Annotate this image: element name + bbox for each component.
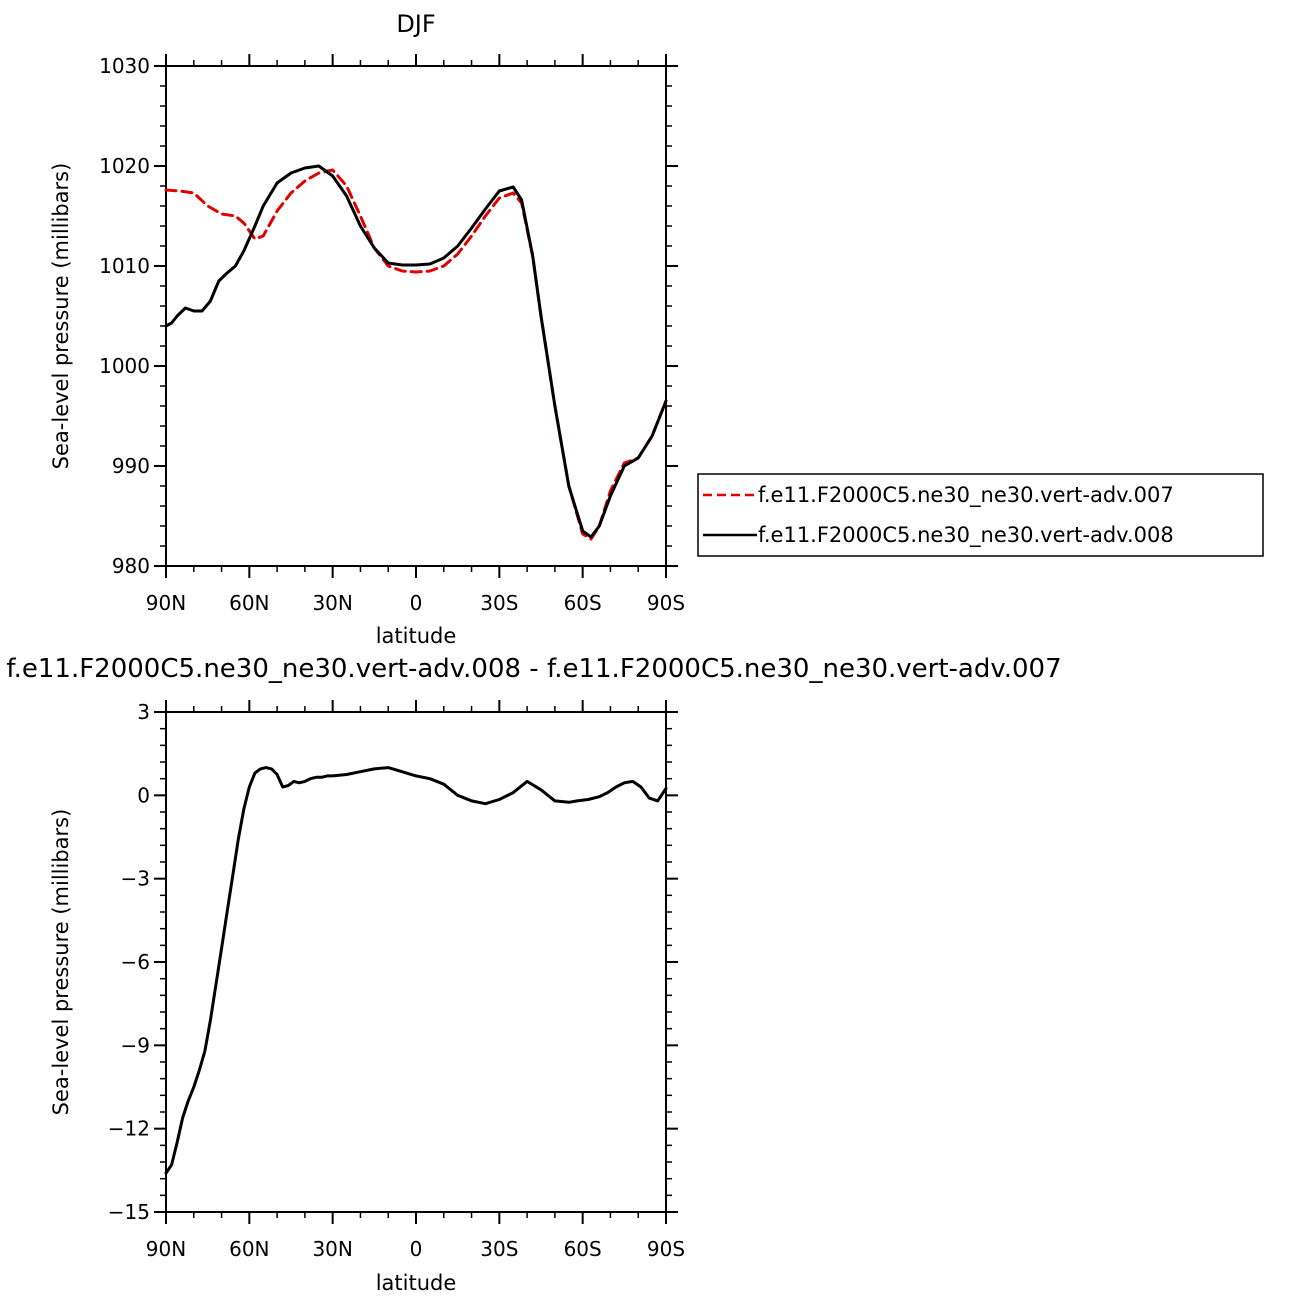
- y-tick-label: −15: [108, 1200, 150, 1224]
- legend-box: [697, 473, 1264, 557]
- x-tick-label: 60N: [229, 1237, 269, 1261]
- y-tick-label: 1030: [99, 54, 150, 78]
- x-tick-labels: 90N 60N 30N 0 30S 60S 90S: [146, 1237, 685, 1261]
- series-line-0: [164, 168, 668, 541]
- axis-ticks: [154, 700, 678, 1224]
- x-tick-label: 90N: [146, 1237, 186, 1261]
- x-tick-label: 60S: [564, 591, 602, 615]
- plot-frame: [165, 65, 667, 567]
- y-tick-label: −6: [121, 950, 150, 974]
- legend: f.e11.F2000C5.ne30_ne30.vert-adv.007 f.e…: [697, 473, 1264, 557]
- y-tick-label: 0: [137, 783, 150, 807]
- y-tick-labels: 980 990 1000 1010 1020 1030: [99, 54, 150, 578]
- x-axis-title: latitude: [376, 624, 457, 648]
- axis-ticks: [154, 54, 678, 578]
- x-tick-label: 90N: [146, 591, 186, 615]
- x-tick-labels: 90N 60N 30N 0 30S 60S 90S: [146, 591, 685, 615]
- top-panel: DJF 980 990 1000 1010 1020 1030 90N 60N 30N 0 30S…: [49, 10, 1264, 648]
- y-tick-label: 1010: [99, 254, 150, 278]
- plot-frame: [165, 711, 667, 1213]
- x-axis-title: latitude: [376, 1271, 457, 1295]
- series-group: [164, 164, 668, 541]
- x-tick-label: 60S: [564, 1237, 602, 1261]
- legend-label-1: f.e11.F2000C5.ne30_ne30.vert-adv.008: [758, 523, 1174, 548]
- y-tick-label: 3: [137, 700, 150, 724]
- chart-title: DJF: [396, 10, 435, 38]
- y-tick-label: −9: [121, 1033, 150, 1057]
- y-axis-title: Sea-level pressure (millibars): [49, 163, 73, 470]
- y-tick-label: 1020: [99, 154, 150, 178]
- x-tick-label: 30S: [480, 591, 518, 615]
- x-tick-label: 30N: [312, 1237, 352, 1261]
- y-axis-title: Sea-level pressure (millibars): [49, 809, 73, 1116]
- bottom-panel: f.e11.F2000C5.ne30_ne30.vert-adv.008 - f…: [6, 654, 1061, 1295]
- y-tick-label: 990: [112, 454, 150, 478]
- x-tick-label: 90S: [647, 1237, 685, 1261]
- legend-label-0: f.e11.F2000C5.ne30_ne30.vert-adv.007: [758, 483, 1174, 508]
- series-group: [164, 766, 668, 1175]
- y-tick-label: 1000: [99, 354, 150, 378]
- x-tick-label: 0: [410, 1237, 423, 1261]
- x-tick-label: 0: [410, 591, 423, 615]
- x-tick-label: 60N: [229, 591, 269, 615]
- y-tick-label: −3: [121, 867, 150, 891]
- y-tick-label: 980: [112, 554, 150, 578]
- x-tick-label: 30S: [480, 1237, 518, 1261]
- series-line-1: [164, 164, 668, 539]
- series-line-0: [164, 766, 668, 1175]
- y-tick-labels: −15 −12 −9 −6 −3 0 3: [108, 700, 150, 1224]
- x-tick-label: 30N: [312, 591, 352, 615]
- x-tick-label: 90S: [647, 591, 685, 615]
- difference-title: f.e11.F2000C5.ne30_ne30.vert-adv.008 - f…: [6, 654, 1061, 684]
- y-tick-label: −12: [108, 1117, 150, 1141]
